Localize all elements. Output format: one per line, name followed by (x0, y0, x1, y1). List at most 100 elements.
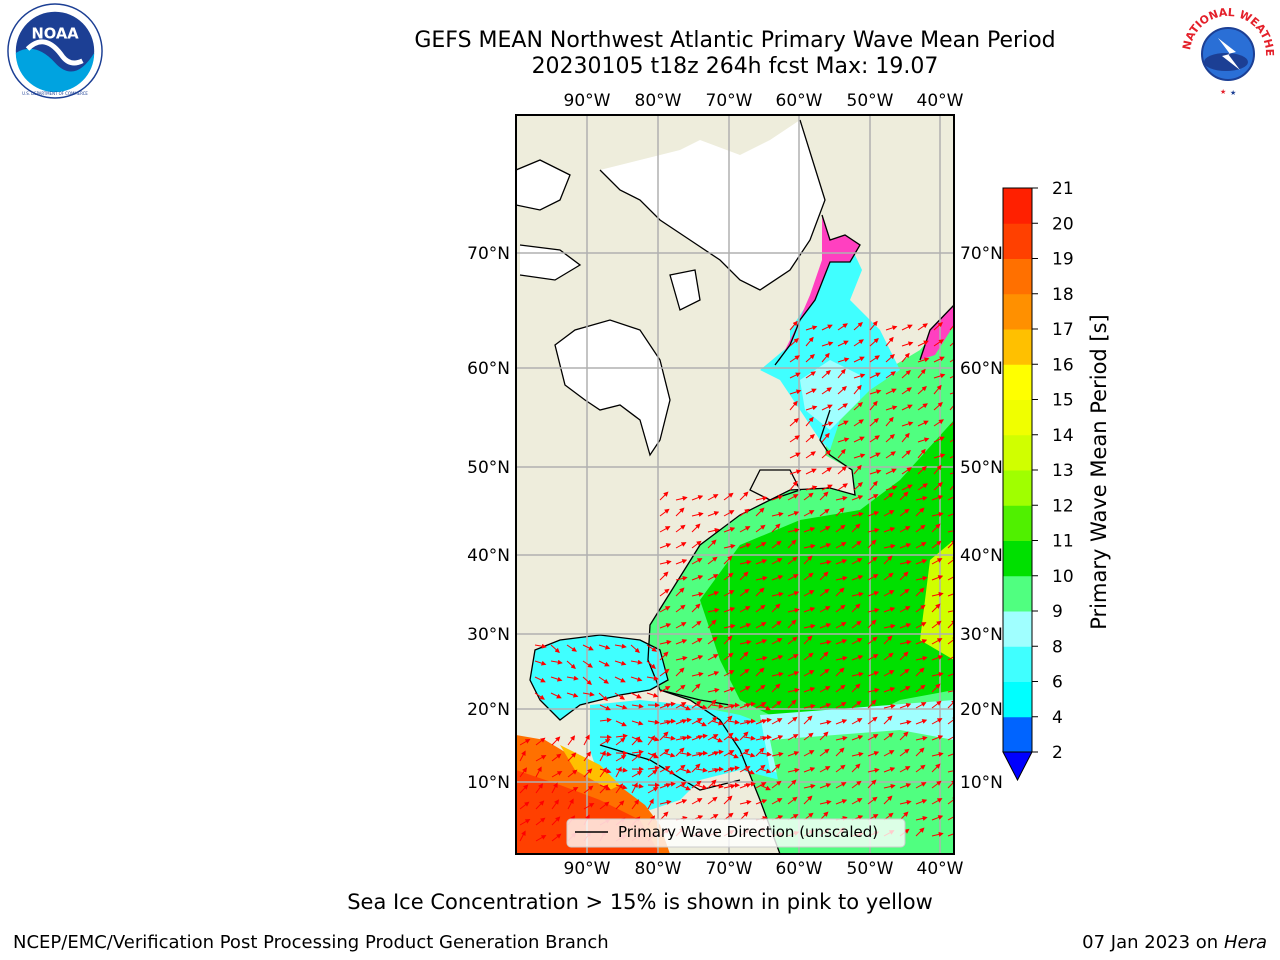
wave-arrow (614, 660, 627, 666)
wave-arrow (630, 692, 642, 699)
wave-arrow (566, 675, 579, 681)
lon-label-top: 60°W (776, 91, 823, 111)
wave-arrow (615, 800, 625, 810)
wave-arrow (679, 784, 691, 791)
wave-arrow (869, 417, 879, 427)
wave-arrow (917, 403, 928, 411)
wave-arrow (933, 339, 944, 347)
wave-arrow (787, 574, 799, 581)
lat-label-left: 70°N (467, 244, 510, 264)
wave-arrow (803, 543, 816, 549)
wave-arrow (614, 643, 627, 649)
wave-arrow (917, 448, 926, 459)
wave-arrow (679, 717, 692, 723)
wave-arrow (755, 667, 765, 677)
wave-arrow (723, 527, 736, 533)
wave-arrow (933, 453, 946, 459)
wave-arrow (947, 796, 954, 805)
wave-arrow (659, 623, 672, 629)
wave-arrow (739, 559, 752, 565)
wave-arrow (519, 830, 526, 842)
wave-arrow (695, 704, 708, 710)
labrador-light-field (800, 360, 860, 430)
wave-arrow (931, 511, 944, 517)
wave-arrow (691, 511, 704, 517)
wave-arrow (869, 372, 881, 379)
wave-arrow (851, 718, 863, 725)
colorbar-tick-label: 9 (1052, 602, 1063, 622)
wave-arrow (787, 539, 797, 549)
wave-arrow (519, 801, 530, 810)
wave-arrow (789, 320, 798, 331)
wave-arrow (659, 588, 670, 597)
colorbar-segment (1003, 681, 1032, 718)
wave-arrow (723, 670, 735, 677)
wave-arrow (915, 639, 928, 645)
wave-arrow (883, 623, 896, 629)
wave-arrow (534, 660, 547, 666)
wave-arrow (739, 686, 751, 693)
wave-arrow (707, 527, 720, 533)
wave-arrow (599, 767, 608, 778)
wave-arrow (835, 524, 846, 533)
wave-arrow (675, 684, 686, 693)
wave-arrow (582, 691, 595, 697)
lat-label-left: 10°N (467, 773, 510, 793)
colorbar-extend-arrow (1002, 751, 1033, 782)
wave-arrow (821, 341, 834, 347)
wave-arrow (821, 324, 833, 331)
wave-arrow (803, 703, 816, 709)
wave-arrow (883, 555, 893, 565)
wave-arrow (755, 655, 768, 661)
lat-label-right: 40°N (960, 546, 1003, 566)
wave-arrow (931, 798, 943, 805)
wave-arrow (899, 799, 912, 805)
wave-arrow (867, 767, 880, 773)
wave-arrow (631, 736, 641, 746)
wave-arrow (837, 465, 847, 475)
colorbar-tick-label: 17 (1052, 320, 1074, 340)
wave-arrow (789, 355, 800, 363)
wave-arrow (931, 683, 941, 693)
wave-arrow (917, 323, 928, 331)
wave-arrow (853, 453, 866, 459)
wave-arrow (647, 787, 659, 794)
wave-arrow (771, 591, 784, 597)
wave-arrow (821, 449, 831, 459)
wave-arrow (869, 452, 881, 459)
wave-arrow (885, 451, 896, 459)
wave-arrow (739, 606, 751, 613)
wave-arrow (853, 321, 863, 331)
wave-arrow (771, 603, 781, 613)
wave-arrow (583, 768, 593, 778)
wave-arrow (615, 704, 628, 710)
wave-arrow (835, 559, 848, 565)
wave-arrow (519, 750, 526, 762)
wave-arrow (711, 736, 723, 743)
wave-arrow (883, 543, 896, 549)
wave-arrow (853, 401, 863, 411)
wave-arrow (933, 384, 942, 395)
wave-arrow (899, 543, 912, 549)
wave-arrow (899, 748, 910, 757)
wave-arrow (646, 660, 656, 670)
wave-arrow (675, 495, 688, 501)
wave-arrow (691, 603, 701, 613)
wave-arrow (535, 766, 542, 778)
wave-arrow (598, 660, 610, 667)
wave-arrow (519, 767, 528, 778)
wave-arrow (851, 780, 862, 789)
wave-arrow (837, 437, 850, 443)
wave-arrow (803, 590, 815, 597)
wave-arrow (723, 590, 735, 597)
wave-arrow (867, 687, 880, 693)
wave-arrow (739, 651, 749, 661)
wave-arrow (663, 781, 676, 787)
wave-arrow (755, 587, 765, 597)
wave-arrow (853, 464, 862, 475)
wave-arrow (947, 556, 954, 565)
wave-arrow (933, 464, 942, 475)
wave-arrow (803, 510, 815, 517)
wave-arrow (659, 731, 669, 741)
wave-arrow (821, 369, 831, 379)
